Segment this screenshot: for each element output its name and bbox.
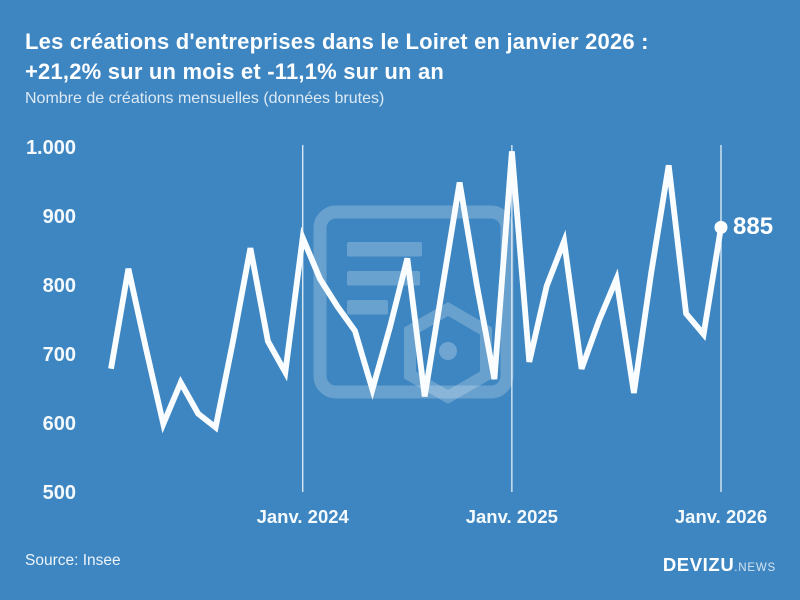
brand-logo: DEVIZU .NEWS — [663, 554, 776, 576]
brand-suffix: .NEWS — [734, 562, 776, 574]
x-axis-tick-label: Janv. 2025 — [465, 506, 558, 527]
latest-point-marker — [714, 220, 728, 234]
y-axis-tick-label: 1.000 — [25, 136, 76, 159]
chart-title-line2: +21,2% sur un mois et -11,1% sur un an — [25, 59, 445, 84]
x-axis-tick-label: Janv. 2026 — [674, 506, 768, 527]
chart-title-line1: Les créations d'entreprises dans le Loir… — [25, 29, 649, 54]
y-axis-tick-label: 700 — [42, 343, 76, 366]
source-caption: Source: Insee — [25, 552, 121, 569]
y-axis-tick-label: 900 — [42, 205, 76, 228]
y-axis-tick-label: 500 — [42, 481, 76, 504]
watermark-logo-icon — [313, 205, 514, 404]
chart-subtitle: Nombre de créations mensuelles (données … — [25, 90, 385, 107]
trend-line — [108, 151, 724, 434]
x-axis-tick-label: Janv. 2024 — [256, 506, 349, 527]
latest-value-label: 885 — [733, 213, 774, 241]
y-axis-tick-label: 800 — [42, 274, 76, 297]
y-axis-tick-label: 600 — [42, 412, 76, 435]
brand-name: DEVIZU — [662, 554, 735, 575]
year-marker-lines — [302, 145, 722, 492]
